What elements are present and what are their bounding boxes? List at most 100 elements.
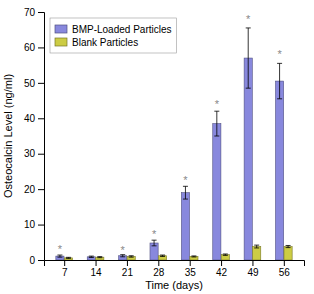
x-axis-tick-label: 7 xyxy=(62,267,68,278)
bar xyxy=(221,255,229,260)
x-axis-tick: 56 xyxy=(279,260,291,278)
y-axis-tick-mark xyxy=(38,154,44,155)
x-axis-tick-label: 35 xyxy=(185,267,197,278)
plot: 7 14 21 28 35 42 49 56 0 10 20 30 40 50 60 70 Time (days… xyxy=(2,7,305,291)
annotation: * xyxy=(121,244,126,256)
x-axis-tick-mark xyxy=(190,260,191,266)
y-axis-tick-mark xyxy=(38,260,44,261)
error-bar xyxy=(286,245,291,247)
y-axis-tick: 20 xyxy=(24,184,44,195)
bar xyxy=(158,256,166,260)
chart: 7 14 21 28 35 42 49 56 0 10 20 30 40 50 60 70 Time (days… xyxy=(0,0,314,294)
x-axis-tick-label: 49 xyxy=(247,267,259,278)
error-bars xyxy=(66,245,291,258)
x-axis-tick: 28 xyxy=(153,260,165,278)
bar xyxy=(127,256,135,260)
y-axis-tick-mark xyxy=(38,12,44,13)
bar xyxy=(213,124,221,260)
error-bar xyxy=(57,255,62,257)
error-bar xyxy=(254,245,259,248)
y-axis-tick-mark xyxy=(38,83,44,84)
annotation: * xyxy=(152,228,157,240)
legend-label: Blank Particles xyxy=(72,37,138,48)
y-axis-tick-label: 0 xyxy=(29,255,35,266)
bar xyxy=(276,81,284,260)
legend-swatch xyxy=(55,25,67,33)
error-bar xyxy=(191,256,196,257)
y-axis-line xyxy=(38,13,45,261)
error-bar xyxy=(246,28,251,88)
x-axis-tick-label: 42 xyxy=(216,267,228,278)
x-axis-tick: 49 xyxy=(247,260,259,278)
x-axis-tick-label: 21 xyxy=(122,267,134,278)
y-axis-tick-label: 70 xyxy=(24,7,36,18)
bar xyxy=(181,193,189,260)
legend-label: BMP-Loaded Particles xyxy=(72,24,172,35)
y-axis-tick: 50 xyxy=(24,78,44,89)
x-axis-tick-mark xyxy=(221,260,222,266)
y-axis-tick-label: 40 xyxy=(24,113,36,124)
y-axis-tick: 0 xyxy=(29,255,44,266)
error-bar xyxy=(214,111,219,136)
y-axis-tick-label: 10 xyxy=(24,219,36,230)
error-bar xyxy=(160,255,165,256)
annotation: * xyxy=(246,13,251,25)
x-axis-tick: 14 xyxy=(90,260,102,278)
y-axis-tick-label: 30 xyxy=(24,148,36,159)
x-axis-tick: 42 xyxy=(216,260,228,278)
x-axis-line xyxy=(45,261,305,267)
y-axis-tick-label: 60 xyxy=(24,42,36,53)
annotation: * xyxy=(277,48,282,60)
marks xyxy=(56,28,292,260)
bar xyxy=(64,258,72,260)
error-bars xyxy=(57,28,282,258)
y-axis-tick: 70 xyxy=(24,7,44,18)
annotation: * xyxy=(183,174,188,186)
y-axis-tick-label: 50 xyxy=(24,78,36,89)
x-axis-tick: 35 xyxy=(185,260,197,278)
x-axis-tick-mark xyxy=(284,260,285,266)
x-axis: 7 14 21 28 35 42 49 56 xyxy=(45,260,305,278)
y-axis-tick-label: 20 xyxy=(24,184,36,195)
error-bar xyxy=(152,240,157,246)
bar xyxy=(96,257,104,260)
x-axis-tick-mark xyxy=(158,260,159,266)
x-axis-tick-mark xyxy=(252,260,253,266)
y-axis: 0 10 20 30 40 50 60 70 xyxy=(24,7,45,266)
legend: BMP-Loaded Particles Blank Particles xyxy=(50,18,177,53)
legend-swatch xyxy=(55,38,67,46)
annotation: * xyxy=(215,98,220,110)
y-axis-tick: 60 xyxy=(24,42,44,53)
error-bar xyxy=(277,63,282,98)
error-bar xyxy=(66,257,71,258)
legend-box xyxy=(50,18,177,53)
bar xyxy=(253,247,261,260)
bar xyxy=(284,247,292,260)
bar-series xyxy=(64,247,292,260)
x-axis-tick-label: 14 xyxy=(90,267,102,278)
x-axis-tick: 7 xyxy=(62,260,68,278)
x-axis-tick-mark xyxy=(127,260,128,266)
bar xyxy=(190,256,198,260)
y-axis-tick-mark xyxy=(38,47,44,48)
y-axis-tick-mark xyxy=(38,118,44,119)
x-axis-title: Time (days) xyxy=(145,279,203,291)
y-axis-tick-mark xyxy=(38,189,44,190)
error-bar xyxy=(129,256,134,257)
error-bar xyxy=(223,254,228,255)
annotation: * xyxy=(58,243,63,255)
bar xyxy=(87,257,95,260)
x-axis-tick-mark xyxy=(96,260,97,266)
y-axis-tick: 30 xyxy=(24,148,44,159)
x-axis-tick-label: 56 xyxy=(279,267,291,278)
y-axis-tick-mark xyxy=(38,225,44,226)
error-bar xyxy=(89,256,94,257)
y-axis-tick: 40 xyxy=(24,113,44,124)
error-bar xyxy=(183,186,188,199)
y-axis-title: Osteocalcin Level (ng/ml) xyxy=(2,74,14,198)
x-axis-tick-mark xyxy=(64,260,65,266)
y-axis-tick: 10 xyxy=(24,219,44,230)
error-bar xyxy=(97,257,102,258)
x-axis-tick-label: 28 xyxy=(153,267,165,278)
x-axis-tick: 21 xyxy=(122,260,134,278)
